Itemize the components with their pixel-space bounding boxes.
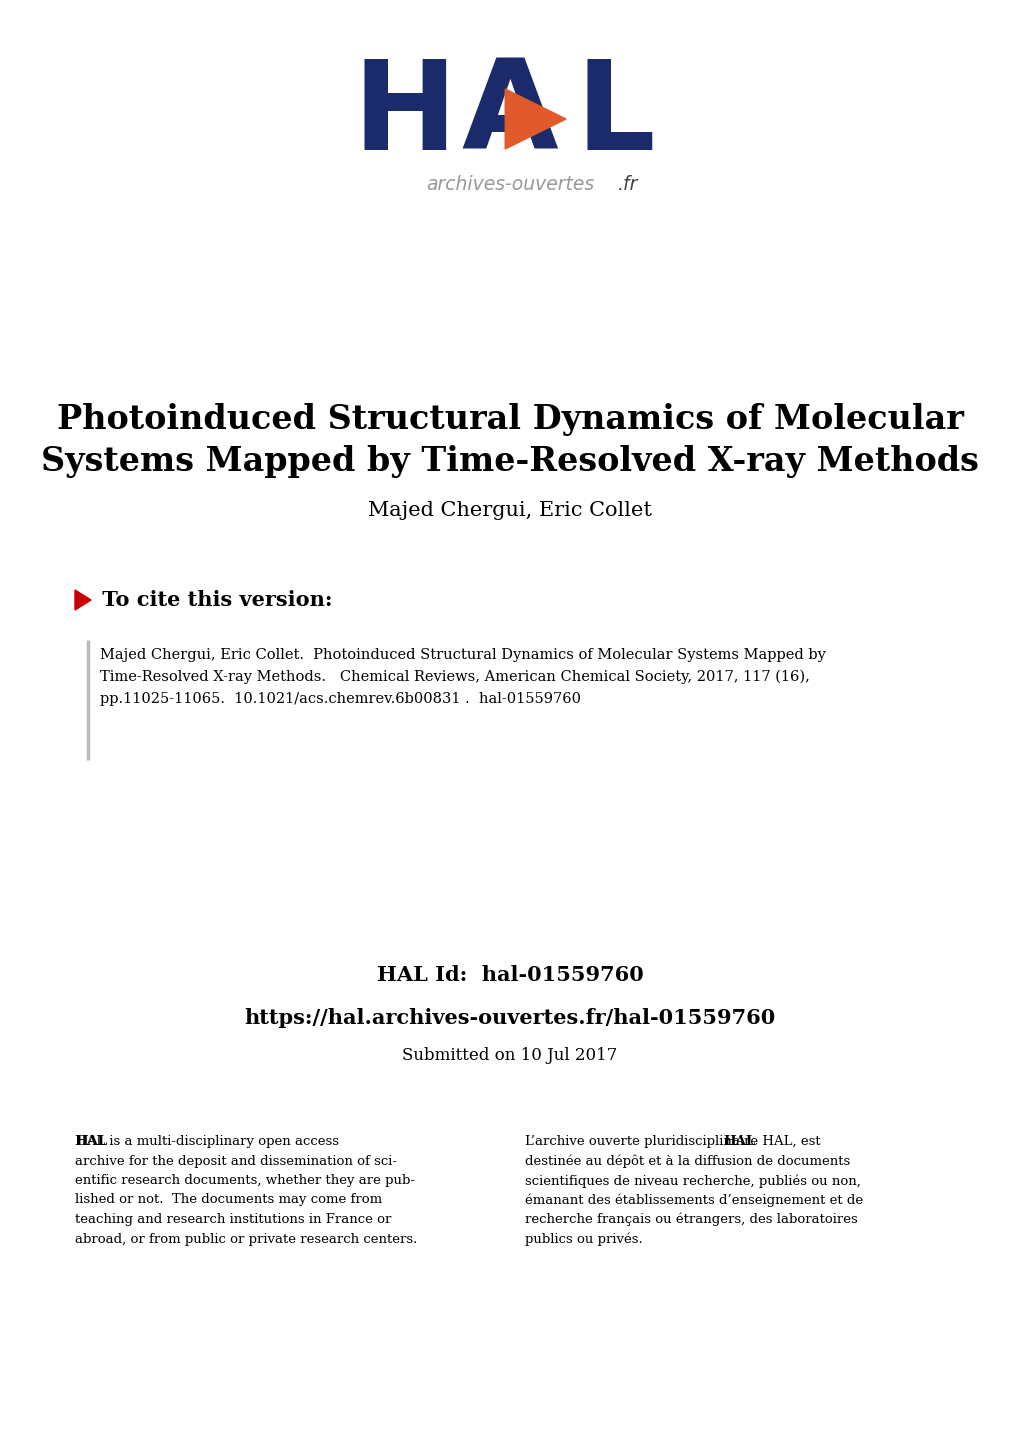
Text: .fr: .fr: [618, 176, 638, 195]
Text: L’archive ouverte pluridisciplinaire HAL, est: L’archive ouverte pluridisciplinaire HAL…: [525, 1135, 820, 1148]
Text: Photoinduced Structural Dynamics of Molecular: Photoinduced Structural Dynamics of Mole…: [56, 404, 963, 437]
Text: recherche français ou étrangers, des laboratoires: recherche français ou étrangers, des lab…: [525, 1213, 857, 1227]
Polygon shape: [75, 590, 91, 610]
Text: entific research documents, whether they are pub-: entific research documents, whether they…: [75, 1174, 415, 1187]
Text: lished or not.  The documents may come from: lished or not. The documents may come fr…: [75, 1194, 382, 1207]
Text: publics ou privés.: publics ou privés.: [525, 1233, 642, 1246]
Text: To cite this version:: To cite this version:: [95, 590, 332, 610]
Text: destinée au dépôt et à la diffusion de documents: destinée au dépôt et à la diffusion de d…: [525, 1155, 850, 1168]
Text: H: H: [353, 55, 457, 176]
Text: Majed Chergui, Eric Collet.  Photoinduced Structural Dynamics of Molecular Syste: Majed Chergui, Eric Collet. Photoinduced…: [100, 647, 825, 662]
Text: teaching and research institutions in France or: teaching and research institutions in Fr…: [75, 1213, 391, 1226]
Text: HAL Id:  hal-01559760: HAL Id: hal-01559760: [376, 965, 643, 985]
Text: archive for the deposit and dissemination of sci-: archive for the deposit and disseminatio…: [75, 1155, 396, 1168]
Text: abroad, or from public or private research centers.: abroad, or from public or private resear…: [75, 1233, 417, 1246]
Text: archives-ouvertes: archives-ouvertes: [426, 176, 593, 195]
Text: A: A: [462, 55, 557, 176]
Text: HAL is a multi-disciplinary open access: HAL is a multi-disciplinary open access: [75, 1135, 338, 1148]
Text: HAL: HAL: [722, 1135, 754, 1148]
Text: L: L: [575, 55, 654, 176]
Text: HAL: HAL: [75, 1135, 107, 1148]
Text: pp.11025-11065.  10.1021/acs.chemrev.6b00831 .  hal-01559760: pp.11025-11065. 10.1021/acs.chemrev.6b00…: [100, 692, 581, 707]
Text: https://hal.archives-ouvertes.fr/hal-01559760: https://hal.archives-ouvertes.fr/hal-015…: [245, 1008, 774, 1028]
Text: Time-Resolved X-ray Methods.   Chemical Reviews, American Chemical Society, 2017: Time-Resolved X-ray Methods. Chemical Re…: [100, 671, 809, 685]
Text: scientifiques de niveau recherche, publiés ou non,: scientifiques de niveau recherche, publi…: [525, 1174, 860, 1188]
Text: émanant des établissements d’enseignement et de: émanant des établissements d’enseignemen…: [525, 1194, 862, 1207]
Text: Majed Chergui, Eric Collet: Majed Chergui, Eric Collet: [368, 500, 651, 519]
Text: Submitted on 10 Jul 2017: Submitted on 10 Jul 2017: [401, 1047, 618, 1064]
Polygon shape: [504, 89, 566, 149]
Text: Systems Mapped by Time-Resolved X-ray Methods: Systems Mapped by Time-Resolved X-ray Me…: [41, 446, 978, 479]
